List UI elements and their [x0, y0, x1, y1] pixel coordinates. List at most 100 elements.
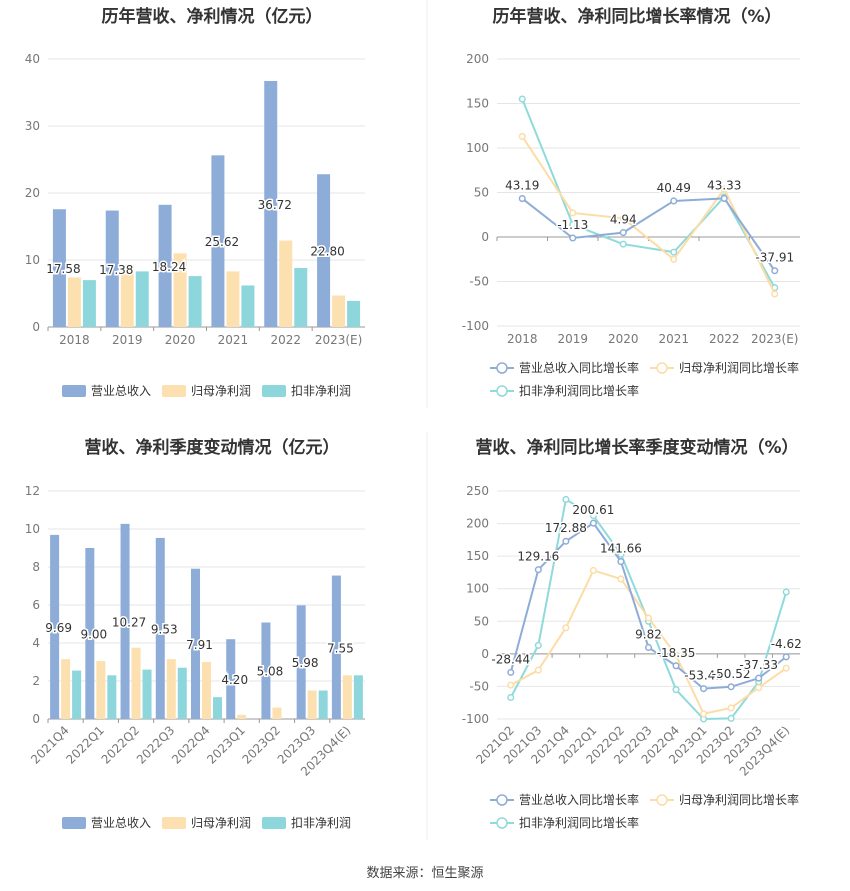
y-tick-label: 50	[474, 614, 489, 628]
bar-data-label: 7.91	[186, 638, 213, 652]
y-tick-label: 0	[481, 647, 489, 661]
y-tick-label: 8	[32, 560, 40, 574]
x-tick-label: 2019	[557, 332, 588, 346]
line-data-label: 43.33	[707, 178, 741, 192]
legend-swatch-dot	[656, 362, 668, 374]
legend-item-2: 归母净利润	[162, 816, 251, 830]
y-tick-label: 200	[466, 52, 489, 66]
x-tick-label: 2023(E)	[751, 332, 798, 346]
x-tick-label: 2019	[112, 333, 143, 347]
y-tick-label: 2	[32, 674, 40, 688]
line-point	[619, 240, 627, 248]
bar-data-label: 9.00	[80, 628, 107, 642]
y-tick-label: 40	[25, 52, 40, 66]
line-series-2	[510, 569, 787, 715]
bar-2-2023Q3	[307, 690, 317, 719]
legend-swatch	[262, 385, 286, 397]
bar-1-2019	[105, 210, 119, 327]
line-data-label: 129.16	[517, 550, 559, 564]
legend-label: 营业总收入	[91, 816, 151, 830]
bar-data-label: 25.62	[205, 235, 239, 249]
x-tick-label: 2022Q3	[134, 723, 178, 767]
line-point	[670, 255, 678, 263]
legend-label: 扣非净利润同比增长率	[519, 383, 639, 398]
legend-item-1: 营业总收入同比增长率	[490, 360, 639, 375]
legend-item-3: 扣非净利润同比增长率	[490, 383, 639, 398]
y-tick-label: 200	[466, 517, 489, 531]
legend-item-2: 归母净利润	[162, 384, 251, 398]
chart-title: 历年营收、净利同比增长率情况（%）	[492, 6, 781, 27]
bar-2-2023Q2	[272, 707, 282, 719]
line-point	[619, 214, 627, 222]
line-data-label: -37.33	[739, 658, 778, 672]
y-tick-label: -50	[469, 275, 489, 289]
line-point	[562, 537, 570, 545]
bar-data-label: 9.53	[151, 622, 178, 636]
bar-1-2023Q4(E)	[331, 575, 341, 719]
x-tick-label: 2018	[59, 333, 90, 347]
bar-3-2021Q4	[72, 670, 82, 719]
legend-label: 归母净利润同比增长率	[679, 792, 799, 807]
bar-3-2021	[241, 285, 255, 327]
line-point	[782, 653, 790, 661]
legend-label: 扣非净利润	[291, 816, 351, 830]
line-point	[518, 132, 526, 140]
legend-swatch	[162, 817, 186, 829]
line-data-label: 9.82	[635, 627, 662, 641]
chart-title: 营收、净利同比增长率季度变动情况（%）	[475, 437, 798, 458]
bar-3-2020	[188, 276, 202, 327]
x-tick-label: 2021	[218, 333, 249, 347]
bar-3-2022Q4	[213, 697, 222, 719]
bar-3-2023Q3	[318, 690, 328, 719]
line-point	[562, 624, 570, 632]
y-tick-label: 100	[466, 582, 489, 596]
line-point	[644, 643, 653, 652]
legend-item-3: 扣非净利润同比增长率	[490, 815, 639, 830]
bar-1-2023Q3	[296, 605, 306, 719]
bar-2-2022Q2	[131, 647, 141, 719]
x-tick-label: 2023(E)	[315, 333, 362, 347]
data-source-note: 数据来源：恒生聚源	[366, 866, 484, 881]
bar-2-2020	[173, 253, 187, 327]
legend-label: 营业总收入同比增长率	[519, 360, 639, 375]
line-data-label: -50.52	[712, 667, 751, 681]
line-point	[562, 495, 570, 504]
bar-1-2020	[158, 204, 172, 327]
legend-swatch	[262, 817, 286, 829]
x-tick-label: 2021Q4	[28, 723, 72, 767]
y-tick-label: 20	[25, 186, 40, 200]
bar-1-2023(E)	[317, 174, 331, 327]
line-point	[720, 194, 728, 202]
bar-data-label: 22.80	[310, 245, 344, 259]
line-point	[672, 651, 680, 659]
line-series-1	[521, 197, 776, 272]
line-point	[727, 714, 735, 722]
bar-1-2022Q1	[85, 548, 95, 719]
bar-2-2019	[120, 264, 134, 327]
line-series-2	[521, 135, 776, 295]
bar-data-label: 18.24	[152, 260, 186, 274]
line-point	[672, 662, 680, 670]
line-point	[727, 683, 735, 691]
bar-3-2023Q4(E)	[353, 675, 363, 719]
x-tick-label: 2018	[507, 332, 538, 346]
line-point	[672, 686, 680, 694]
x-tick-label: 2021	[658, 332, 689, 346]
line-point	[720, 185, 728, 193]
line-point	[700, 710, 708, 718]
bar-1-2022	[264, 80, 278, 327]
line-point	[589, 512, 597, 520]
bar-data-label: 5.08	[257, 665, 284, 679]
bar-1-2018	[52, 209, 66, 327]
chart-title: 营收、净利季度变动情况（亿元）	[85, 437, 340, 458]
y-tick-label: -50	[469, 679, 489, 693]
legend-swatch-dot	[496, 385, 508, 397]
line-point	[569, 209, 577, 217]
line-point	[617, 550, 625, 558]
line-point	[534, 566, 542, 574]
line-data-label: 40.49	[657, 181, 691, 195]
line-point	[518, 95, 526, 103]
chart-title: 历年营收、净利情况（亿元）	[102, 6, 323, 27]
bar-data-label: 17.38	[99, 263, 133, 277]
line-data-label: -37.91	[755, 251, 794, 265]
